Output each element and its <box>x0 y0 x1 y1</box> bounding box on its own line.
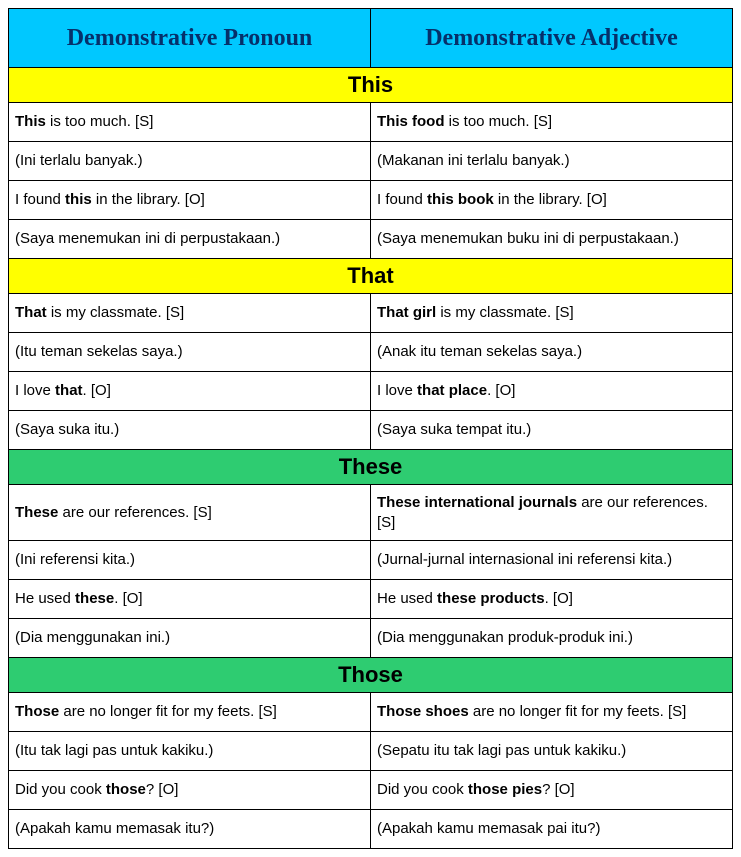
pronoun-cell: I found this in the library. [O] <box>9 181 371 220</box>
table-row: (Ini terlalu banyak.)(Makanan ini terlal… <box>9 142 733 181</box>
table-row: (Dia menggunakan ini.)(Dia menggunakan p… <box>9 619 733 658</box>
pronoun-cell: Those are no longer fit for my feets. [S… <box>9 693 371 732</box>
pronoun-cell: (Itu teman sekelas saya.) <box>9 333 371 372</box>
header-row: Demonstrative Pronoun Demonstrative Adje… <box>9 9 733 68</box>
pronoun-cell: These are our references. [S] <box>9 485 371 541</box>
adjective-cell: This food is too much. [S] <box>371 103 733 142</box>
pronoun-cell: This is too much. [S] <box>9 103 371 142</box>
table-row: Those are no longer fit for my feets. [S… <box>9 693 733 732</box>
pronoun-cell: (Dia menggunakan ini.) <box>9 619 371 658</box>
section-title: This <box>9 68 733 103</box>
section-title: These <box>9 450 733 485</box>
adjective-cell: (Jurnal-jurnal internasional ini referen… <box>371 541 733 580</box>
adjective-cell: He used these products. [O] <box>371 580 733 619</box>
table-row: Did you cook those? [O]Did you cook thos… <box>9 771 733 810</box>
adjective-cell: These international journals are our ref… <box>371 485 733 541</box>
table-row: (Apakah kamu memasak itu?)(Apakah kamu m… <box>9 810 733 849</box>
pronoun-cell: (Itu tak lagi pas untuk kakiku.) <box>9 732 371 771</box>
table-row: These are our references. [S]These inter… <box>9 485 733 541</box>
pronoun-cell: That is my classmate. [S] <box>9 294 371 333</box>
table-row: (Ini referensi kita.)(Jurnal-jurnal inte… <box>9 541 733 580</box>
grammar-table: Demonstrative Pronoun Demonstrative Adje… <box>8 8 733 849</box>
pronoun-cell: (Saya suka itu.) <box>9 411 371 450</box>
section-header-row: These <box>9 450 733 485</box>
adjective-cell: (Anak itu teman sekelas saya.) <box>371 333 733 372</box>
adjective-cell: I love that place. [O] <box>371 372 733 411</box>
table-row: I love that. [O]I love that place. [O] <box>9 372 733 411</box>
adjective-cell: (Apakah kamu memasak pai itu?) <box>371 810 733 849</box>
pronoun-cell: Did you cook those? [O] <box>9 771 371 810</box>
pronoun-cell: (Saya menemukan ini di perpustakaan.) <box>9 220 371 259</box>
adjective-cell: Those shoes are no longer fit for my fee… <box>371 693 733 732</box>
table-row: (Itu tak lagi pas untuk kakiku.)(Sepatu … <box>9 732 733 771</box>
adjective-cell: (Dia menggunakan produk-produk ini.) <box>371 619 733 658</box>
section-header-row: Those <box>9 658 733 693</box>
adjective-cell: Did you cook those pies? [O] <box>371 771 733 810</box>
table-row: (Saya menemukan ini di perpustakaan.)(Sa… <box>9 220 733 259</box>
table-row: That is my classmate. [S]That girl is my… <box>9 294 733 333</box>
pronoun-cell: I love that. [O] <box>9 372 371 411</box>
table-row: (Itu teman sekelas saya.)(Anak itu teman… <box>9 333 733 372</box>
table-row: He used these. [O]He used these products… <box>9 580 733 619</box>
pronoun-cell: He used these. [O] <box>9 580 371 619</box>
table-row: I found this in the library. [O]I found … <box>9 181 733 220</box>
section-header-row: That <box>9 259 733 294</box>
section-title: That <box>9 259 733 294</box>
pronoun-cell: (Ini referensi kita.) <box>9 541 371 580</box>
adjective-cell: That girl is my classmate. [S] <box>371 294 733 333</box>
adjective-cell: I found this book in the library. [O] <box>371 181 733 220</box>
table-row: (Saya suka itu.)(Saya suka tempat itu.) <box>9 411 733 450</box>
adjective-cell: (Saya menemukan buku ini di perpustakaan… <box>371 220 733 259</box>
header-pronoun: Demonstrative Pronoun <box>9 9 371 68</box>
section-title: Those <box>9 658 733 693</box>
pronoun-cell: (Ini terlalu banyak.) <box>9 142 371 181</box>
table-row: This is too much. [S]This food is too mu… <box>9 103 733 142</box>
section-header-row: This <box>9 68 733 103</box>
header-adjective: Demonstrative Adjective <box>371 9 733 68</box>
adjective-cell: (Makanan ini terlalu banyak.) <box>371 142 733 181</box>
pronoun-cell: (Apakah kamu memasak itu?) <box>9 810 371 849</box>
adjective-cell: (Saya suka tempat itu.) <box>371 411 733 450</box>
adjective-cell: (Sepatu itu tak lagi pas untuk kakiku.) <box>371 732 733 771</box>
